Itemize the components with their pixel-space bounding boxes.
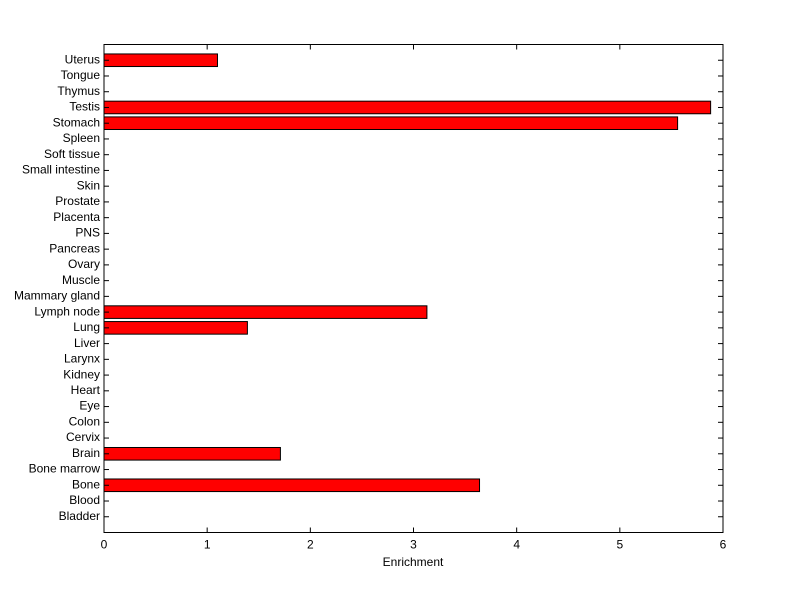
y-tick-label: Small intestine (22, 163, 100, 177)
y-tick-label: Lymph node (34, 304, 100, 318)
x-tick-label: 4 (513, 538, 520, 552)
y-tick-label: Pancreas (49, 241, 100, 255)
y-tick-label: Uterus (65, 52, 100, 66)
x-tick-label: 6 (720, 538, 727, 552)
bar (103, 53, 218, 68)
x-axis-label: Enrichment (383, 555, 444, 569)
y-tick-label: Bone marrow (29, 462, 101, 476)
y-tick-label: Lung (73, 320, 100, 334)
y-tick-label: Larynx (64, 352, 100, 366)
y-tick-label: Brain (72, 446, 100, 460)
y-tick-label: Bone (72, 477, 100, 491)
x-tick-label: 1 (204, 538, 211, 552)
bar (103, 100, 712, 115)
y-tick-label: PNS (75, 226, 100, 240)
y-tick-label: Ovary (68, 257, 100, 271)
bar (103, 321, 248, 335)
y-tick-label: Cervix (66, 430, 100, 444)
y-tick-label: Tongue (61, 68, 101, 82)
bar (103, 305, 428, 319)
x-tick-label: 0 (101, 538, 108, 552)
y-tick-label: Mammary gland (14, 289, 100, 303)
bar (103, 116, 679, 131)
y-tick-label: Thymus (57, 84, 100, 98)
y-tick-label: Placenta (53, 210, 100, 224)
x-tick-label: 5 (616, 538, 623, 552)
bar (103, 446, 281, 461)
y-tick-label: Testis (69, 100, 100, 114)
plot-frame (103, 44, 724, 533)
y-tick-label: Eye (79, 399, 100, 413)
y-tick-label: Kidney (63, 367, 100, 381)
y-tick-label: Bladder (59, 509, 100, 523)
y-tick-label: Colon (69, 414, 100, 428)
y-tick-label: Soft tissue (44, 147, 100, 161)
y-tick-label: Liver (74, 336, 100, 350)
bar (103, 478, 481, 493)
x-tick-label: 3 (410, 538, 417, 552)
y-tick-label: Skin (77, 178, 100, 192)
y-tick-label: Spleen (63, 131, 100, 145)
y-tick-label: Blood (69, 493, 100, 507)
y-tick-label: Stomach (53, 115, 100, 129)
x-tick-label: 2 (307, 538, 314, 552)
y-tick-label: Prostate (55, 194, 100, 208)
y-tick-label: Muscle (62, 273, 100, 287)
y-tick-label: Heart (71, 383, 101, 397)
